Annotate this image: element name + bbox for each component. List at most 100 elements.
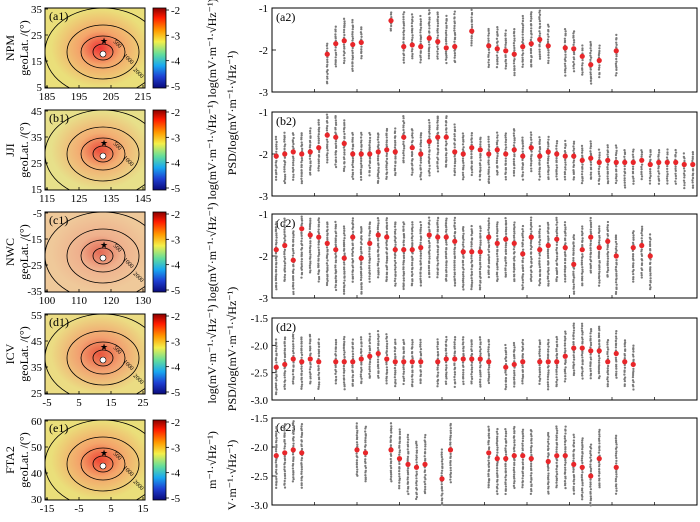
sample-point <box>410 284 414 287</box>
sample-point <box>436 341 439 344</box>
sample-point <box>487 29 490 33</box>
sample-point <box>436 148 440 151</box>
sample-point <box>513 378 516 381</box>
sample-point <box>564 377 567 381</box>
psd-column-15 <box>409 338 415 388</box>
sample-point <box>606 153 609 156</box>
sample-point <box>364 425 368 428</box>
sample-point <box>436 382 439 385</box>
sample-point <box>436 116 439 120</box>
sample-point <box>513 39 516 42</box>
sample-point <box>414 497 418 501</box>
sample-point <box>300 217 303 221</box>
sample-point <box>453 266 456 269</box>
median-point <box>596 159 602 165</box>
sample-point <box>317 221 321 224</box>
sample-point <box>572 487 575 490</box>
sample-point <box>479 341 482 344</box>
sample-point <box>411 357 414 360</box>
sample-point <box>547 142 550 146</box>
sample-point <box>563 41 567 44</box>
psd-ytick-label: -1.5 <box>251 413 269 425</box>
sample-point <box>385 363 388 366</box>
sample-point <box>623 377 626 381</box>
sample-point <box>300 383 304 386</box>
sample-point <box>423 476 426 479</box>
sample-point <box>334 259 338 262</box>
sample-point <box>504 67 507 70</box>
sample-point <box>359 351 363 355</box>
sample-point <box>300 136 303 139</box>
sample-point <box>512 266 516 269</box>
sample-point <box>291 170 295 173</box>
sample-point <box>538 168 541 171</box>
sample-point <box>419 14 422 18</box>
sample-point <box>283 427 286 430</box>
sample-point <box>521 284 524 287</box>
psd-column-3 <box>299 336 305 390</box>
sample-point <box>623 171 627 175</box>
psd-ytick-label: -2 <box>259 251 268 263</box>
sample-point <box>308 171 312 174</box>
sample-point <box>572 60 575 64</box>
sample-point <box>555 459 559 462</box>
sample-point <box>385 160 388 163</box>
sample-point <box>444 165 448 168</box>
sample-point <box>360 159 363 163</box>
sample-point <box>368 332 371 336</box>
sample-point <box>317 164 321 168</box>
sample-point <box>351 175 354 178</box>
sample-point <box>547 341 550 344</box>
sample-point <box>398 430 402 434</box>
sample-point <box>309 164 312 168</box>
median-point <box>562 153 568 159</box>
sample-point <box>513 471 516 474</box>
sample-point <box>606 181 610 185</box>
sample-point <box>411 235 414 238</box>
sample-point <box>364 480 367 483</box>
sample-point <box>342 342 346 346</box>
sample-point <box>343 351 346 354</box>
sample-point <box>546 270 550 273</box>
sample-point <box>364 439 367 442</box>
sample-point <box>376 361 380 364</box>
sample-point <box>470 254 473 258</box>
sample-point <box>342 381 346 384</box>
sample-point <box>598 47 601 50</box>
sample-point <box>623 186 627 189</box>
sample-point <box>411 279 414 283</box>
sample-point <box>598 435 601 438</box>
median-point <box>375 232 381 238</box>
sample-point <box>538 345 541 348</box>
sample-point <box>360 354 363 357</box>
sample-point <box>428 164 431 167</box>
sample-point <box>415 454 418 457</box>
sample-point <box>275 443 278 447</box>
median-point <box>605 157 611 163</box>
psd-column-27 <box>613 33 619 77</box>
sample-point <box>385 266 389 269</box>
sample-point <box>419 168 422 171</box>
sample-point <box>504 29 508 32</box>
sample-point <box>530 55 533 59</box>
sample-point <box>487 350 490 353</box>
sample-point <box>309 382 312 385</box>
sample-point <box>411 20 414 23</box>
sample-point <box>317 169 320 172</box>
sample-point <box>504 453 508 456</box>
sample-point <box>453 219 456 222</box>
sample-point <box>342 146 346 149</box>
sample-point <box>291 178 295 181</box>
sample-point <box>513 141 516 144</box>
sample-point <box>530 275 533 279</box>
sample-point <box>589 255 592 259</box>
sample-point <box>461 173 465 177</box>
sample-point <box>538 175 542 178</box>
sample-point <box>513 57 516 61</box>
sample-point <box>351 342 354 346</box>
sample-point <box>504 232 508 236</box>
sample-point <box>292 233 295 237</box>
sample-point <box>529 164 533 167</box>
sample-point <box>563 149 567 153</box>
sample-point <box>597 335 601 339</box>
